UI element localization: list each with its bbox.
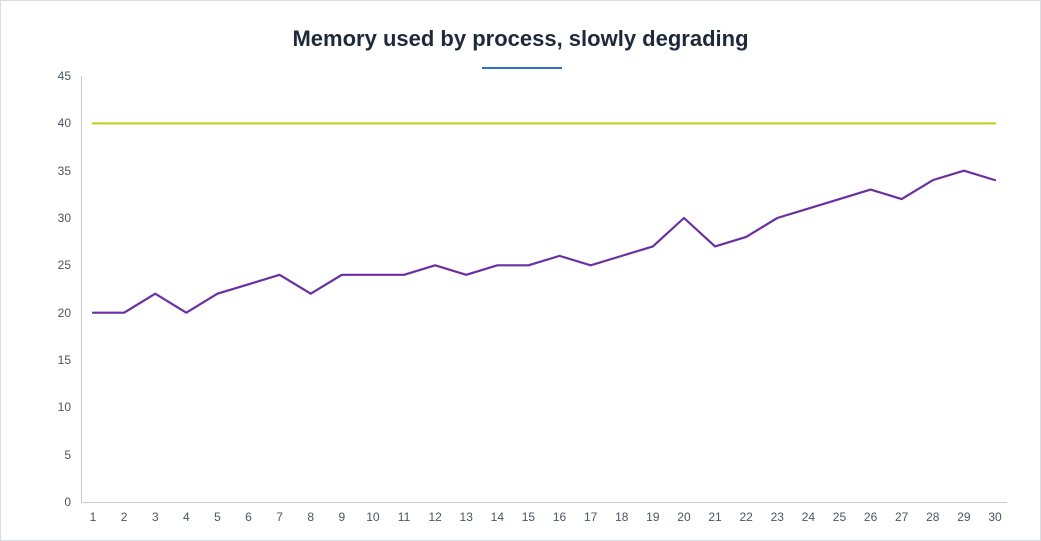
x-tick-label: 24 (802, 510, 815, 524)
series-svg (81, 76, 1007, 502)
y-tick-label: 20 (41, 306, 71, 320)
legend-swatch (482, 67, 562, 69)
plot-area (81, 76, 1007, 502)
x-tick-label: 9 (338, 510, 345, 524)
x-tick-label: 4 (183, 510, 190, 524)
x-tick-label: 22 (739, 510, 752, 524)
x-tick-label: 20 (677, 510, 690, 524)
x-tick-label: 5 (214, 510, 221, 524)
x-tick-label: 11 (398, 510, 410, 524)
x-tick-label: 28 (926, 510, 939, 524)
x-tick-label: 10 (366, 510, 379, 524)
y-tick-label: 30 (41, 211, 71, 225)
x-tick-label: 1 (90, 510, 97, 524)
x-tick-label: 29 (957, 510, 970, 524)
x-tick-label: 12 (428, 510, 441, 524)
x-tick-label: 7 (276, 510, 283, 524)
x-tick-label: 21 (708, 510, 721, 524)
y-tick-label: 5 (41, 448, 71, 462)
x-tick-label: 16 (553, 510, 566, 524)
x-tick-label: 6 (245, 510, 252, 524)
x-tick-label: 26 (864, 510, 877, 524)
chart-container: Memory used by process, slowly degrading… (0, 0, 1041, 541)
x-tick-label: 18 (615, 510, 628, 524)
x-tick-label: 25 (833, 510, 846, 524)
y-tick-label: 15 (41, 353, 71, 367)
y-tick-label: 25 (41, 258, 71, 272)
y-tick-label: 0 (41, 495, 71, 509)
x-tick-label: 14 (491, 510, 504, 524)
x-tick-label: 13 (460, 510, 473, 524)
series-line-memory-used (93, 171, 995, 313)
x-tick-label: 23 (771, 510, 784, 524)
x-tick-label: 19 (646, 510, 659, 524)
y-tick-label: 45 (41, 69, 71, 83)
x-tick-label: 8 (307, 510, 314, 524)
x-tick-label: 17 (584, 510, 597, 524)
x-tick-label: 30 (988, 510, 1001, 524)
x-axis-line (81, 502, 1007, 503)
x-tick-label: 15 (522, 510, 535, 524)
chart-title: Memory used by process, slowly degrading (1, 26, 1040, 52)
x-tick-label: 3 (152, 510, 159, 524)
y-tick-label: 10 (41, 400, 71, 414)
x-tick-label: 2 (121, 510, 128, 524)
y-tick-label: 35 (41, 164, 71, 178)
y-tick-label: 40 (41, 116, 71, 130)
x-tick-label: 27 (895, 510, 908, 524)
